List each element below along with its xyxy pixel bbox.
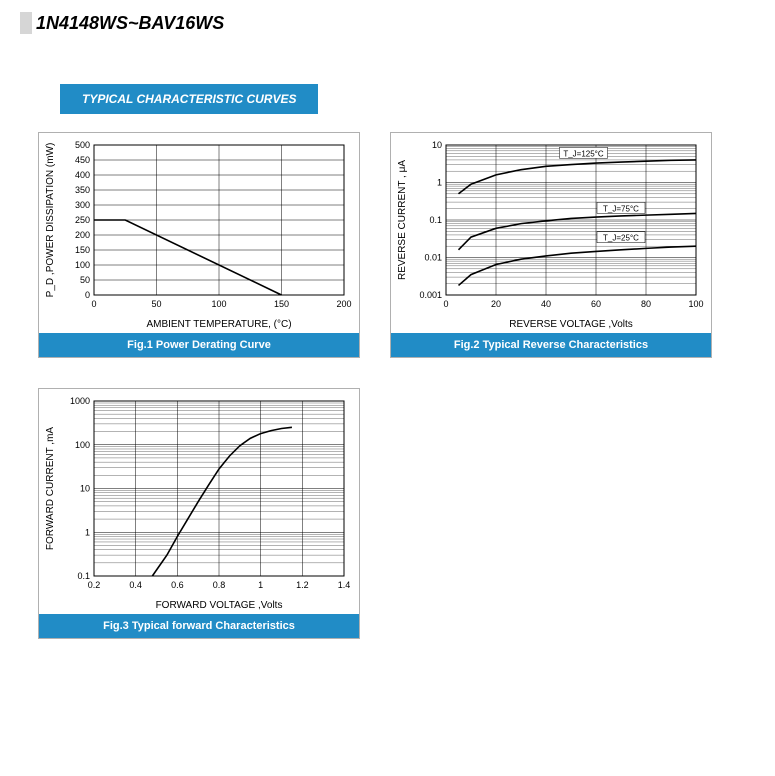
svg-text:0: 0 <box>91 299 96 309</box>
svg-text:400: 400 <box>75 170 90 180</box>
svg-text:100: 100 <box>211 299 226 309</box>
svg-text:T_J=75°C: T_J=75°C <box>603 204 639 213</box>
svg-text:P_D ,POWER DISSIPATION (mW): P_D ,POWER DISSIPATION (mW) <box>45 143 56 298</box>
fig3-caption: Fig.3 Typical forward Characteristics <box>39 614 359 638</box>
section-heading: TYPICAL CHARACTERISTIC CURVES <box>60 84 318 114</box>
svg-text:40: 40 <box>541 299 551 309</box>
fig3-chart: 0.2 0.4 0.6 0.8 1 1.2 1.4 0.1 1 10 100 1000 FORWARD … <box>39 389 359 614</box>
svg-text:FORWARD VOLTAGE ,Volts: FORWARD VOLTAGE ,Volts <box>156 600 283 611</box>
svg-text:10: 10 <box>432 140 442 150</box>
svg-text:250: 250 <box>75 215 90 225</box>
fig1-chart: 0 50 100 150 200 0 50 100 150 200 250 300 350 400 450 5… <box>39 133 359 333</box>
svg-text:FORWARD CURRENT ,mA: FORWARD CURRENT ,mA <box>45 427 56 550</box>
svg-text:AMBIENT TEMPERATURE, (°C): AMBIENT TEMPERATURE, (°C) <box>146 319 291 330</box>
svg-text:450: 450 <box>75 155 90 165</box>
fig3-card: 0.2 0.4 0.6 0.8 1 1.2 1.4 0.1 1 10 100 1000 FORWARD … <box>38 388 360 639</box>
svg-text:60: 60 <box>591 299 601 309</box>
svg-text:0.4: 0.4 <box>129 580 142 590</box>
svg-text:300: 300 <box>75 200 90 210</box>
svg-text:80: 80 <box>641 299 651 309</box>
page-title-bar: 1N4148WS~BAV16WS <box>20 12 755 34</box>
svg-text:10: 10 <box>80 484 90 494</box>
svg-text:200: 200 <box>75 230 90 240</box>
fig1-card: 0 50 100 150 200 0 50 100 150 200 250 300 350 400 450 5… <box>38 132 360 358</box>
fig2-caption: Fig.2 Typical Reverse Characteristics <box>391 333 711 357</box>
title-accent-chip <box>20 12 32 34</box>
svg-text:0.1: 0.1 <box>429 215 442 225</box>
svg-text:100: 100 <box>75 260 90 270</box>
svg-text:1000: 1000 <box>70 396 90 406</box>
svg-text:0.6: 0.6 <box>171 580 184 590</box>
svg-text:0.1: 0.1 <box>77 571 90 581</box>
svg-text:150: 150 <box>274 299 289 309</box>
svg-text:1: 1 <box>437 178 442 188</box>
fig2-chart: 0 20 40 60 80 100 0.001 0.01 0.1 1 10 REVERSE VOLTA… <box>391 133 711 333</box>
svg-text:T_J=25°C: T_J=25°C <box>603 234 639 243</box>
svg-text:1.2: 1.2 <box>296 580 309 590</box>
svg-text:200: 200 <box>336 299 351 309</box>
fig2-card: 0 20 40 60 80 100 0.001 0.01 0.1 1 10 REVERSE VOLTA… <box>390 132 712 358</box>
charts-grid: 0501001502000501001502002503003504004505… <box>20 132 755 639</box>
svg-text:100: 100 <box>688 299 703 309</box>
svg-text:50: 50 <box>151 299 161 309</box>
svg-text:1: 1 <box>258 580 263 590</box>
svg-text:20: 20 <box>491 299 501 309</box>
page-title: 1N4148WS~BAV16WS <box>36 13 224 34</box>
svg-text:1: 1 <box>85 527 90 537</box>
svg-text:0.8: 0.8 <box>213 580 226 590</box>
svg-text:0.001: 0.001 <box>419 290 442 300</box>
svg-text:500: 500 <box>75 140 90 150</box>
svg-text:0.2: 0.2 <box>88 580 101 590</box>
svg-text:100: 100 <box>75 440 90 450</box>
fig1-caption: Fig.1 Power Derating Curve <box>39 333 359 357</box>
svg-text:350: 350 <box>75 185 90 195</box>
svg-text:0.01: 0.01 <box>424 253 442 263</box>
svg-text:0: 0 <box>85 290 90 300</box>
svg-text:0: 0 <box>443 299 448 309</box>
svg-text:REVERSE CURRENT , μA: REVERSE CURRENT , μA <box>397 160 408 280</box>
svg-text:150: 150 <box>75 245 90 255</box>
svg-text:50: 50 <box>80 275 90 285</box>
svg-text:T_J=125°C: T_J=125°C <box>563 149 604 158</box>
svg-text:REVERSE VOLTAGE ,Volts: REVERSE VOLTAGE ,Volts <box>509 319 633 330</box>
svg-text:1.4: 1.4 <box>338 580 351 590</box>
